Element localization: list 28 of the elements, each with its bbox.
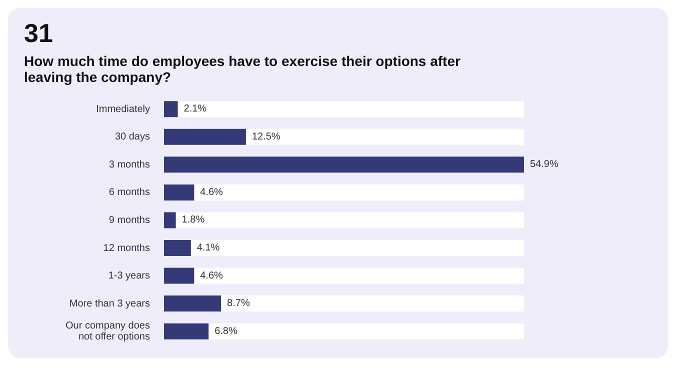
data-label: 2.1% (184, 104, 207, 115)
data-label: 1.8% (182, 214, 205, 226)
y-tick-label: 12 months (103, 242, 150, 254)
chart-title: 31 (24, 18, 54, 49)
data-label: 4.6% (200, 270, 224, 282)
chart-subtitle: How much time do employees have to exercise their options after leaving the company? (24, 53, 462, 85)
y-tick-label: 6 months (108, 186, 150, 198)
y-tick-label: Our company does not offer options (66, 320, 150, 342)
y-tick-label: 9 months (108, 214, 150, 226)
data-label: 4.1% (196, 242, 220, 254)
y-tick-label: 3 months (108, 158, 150, 170)
bar (164, 323, 209, 340)
y-tick-label: 1-3 years (108, 270, 150, 282)
y-tick-label: 30 days (114, 131, 150, 142)
bar (164, 212, 176, 228)
data-label: 4.6% (200, 186, 224, 198)
data-label: 6.8% (214, 326, 238, 337)
bar (164, 128, 246, 145)
bar (164, 101, 178, 118)
y-tick-label: More than 3 years (69, 298, 150, 309)
bar (164, 296, 222, 312)
y-tick-label: Immediately (96, 103, 150, 114)
data-label: 54.9% (530, 159, 558, 170)
data-label: 12.5% (252, 131, 280, 142)
data-label: 8.7% (227, 298, 250, 310)
bar (164, 240, 191, 256)
bar (164, 184, 194, 200)
bar (164, 268, 194, 284)
